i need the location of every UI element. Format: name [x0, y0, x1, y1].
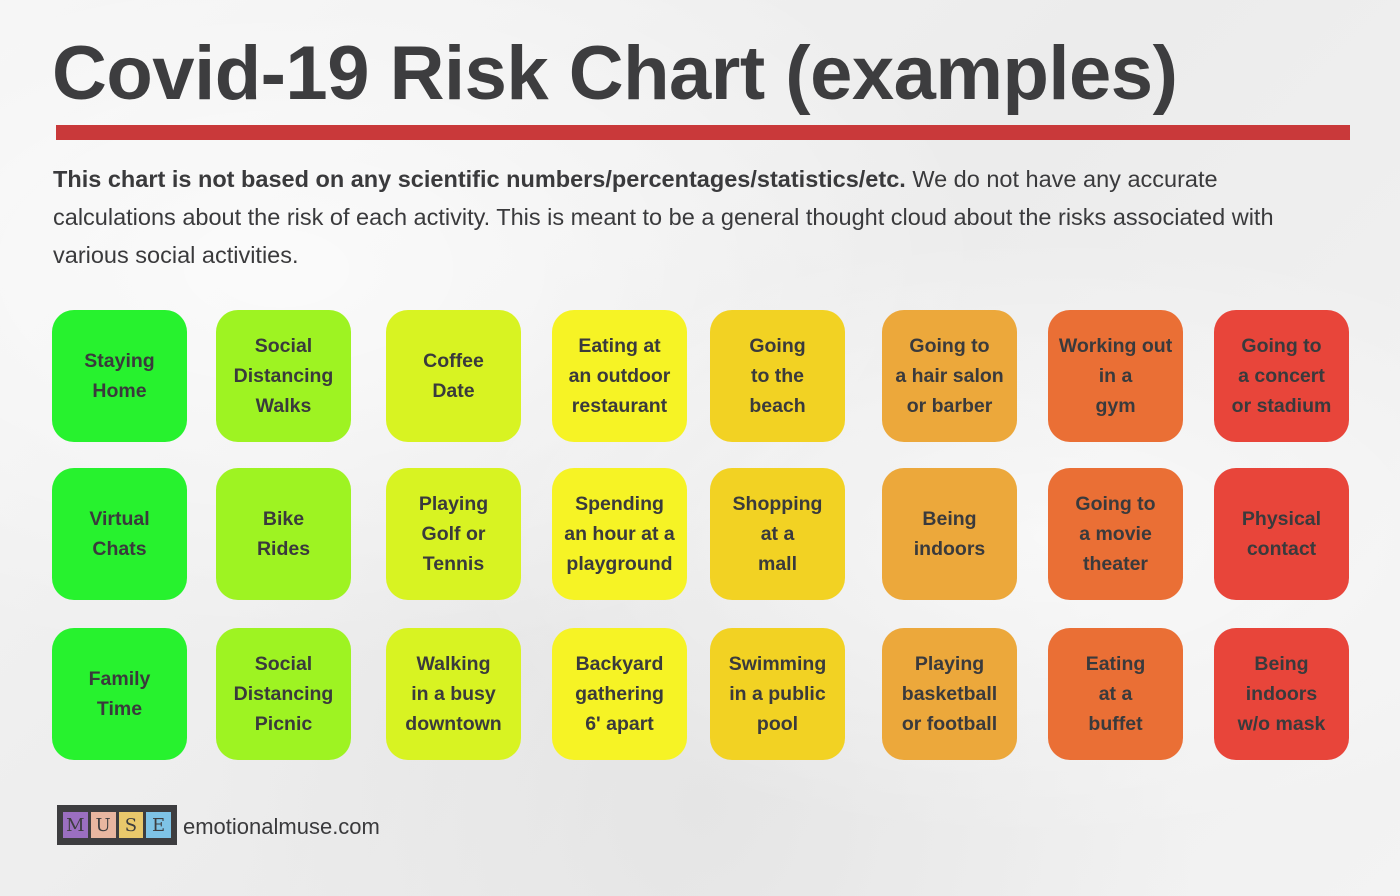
risk-tile-label: Spending an hour at a playground — [564, 493, 675, 575]
risk-tile-label: Family Time — [88, 668, 151, 720]
intro-paragraph: This chart is not based on any scientifi… — [53, 160, 1323, 274]
risk-tile: Going to a concert or stadium — [1214, 310, 1349, 442]
risk-tile: Social Distancing Picnic — [216, 628, 351, 760]
risk-tile: Going to the beach — [710, 310, 845, 442]
risk-tile: Backyard gathering 6' apart — [552, 628, 687, 760]
risk-tile-label: Coffee Date — [423, 350, 484, 402]
risk-tile: Social Distancing Walks — [216, 310, 351, 442]
risk-tile-label: Swimming in a public pool — [728, 653, 827, 735]
risk-tile: Being indoors — [882, 468, 1017, 600]
risk-tile: Family Time — [52, 628, 187, 760]
risk-tile-label: Virtual Chats — [89, 508, 150, 560]
risk-tile: Spending an hour at a playground — [552, 468, 687, 600]
logo-letter: S — [118, 812, 144, 838]
risk-tile: Staying Home — [52, 310, 187, 442]
risk-tile: Shopping at a mall — [710, 468, 845, 600]
risk-tile-label: Bike Rides — [256, 508, 311, 560]
risk-tile-label: Social Distancing Walks — [233, 335, 334, 417]
risk-tile: Physical contact — [1214, 468, 1349, 600]
risk-tile-label: Going to a hair salon or barber — [895, 335, 1004, 417]
title-underline — [56, 125, 1350, 140]
risk-tile-label: Going to a movie theater — [1075, 493, 1156, 575]
risk-tile-label: Eating at an outdoor restaurant — [568, 335, 671, 417]
logo-letter: M — [63, 812, 88, 838]
logo-letter: U — [90, 812, 116, 838]
risk-tile: Working out in a gym — [1048, 310, 1183, 442]
risk-tile: Walking in a busy downtown — [386, 628, 521, 760]
risk-tile: Eating at a buffet — [1048, 628, 1183, 760]
site-url: emotionalmuse.com — [183, 814, 380, 839]
risk-tile: Playing basketball or football — [882, 628, 1017, 760]
page-title: Covid-19 Risk Chart (examples) — [52, 31, 1178, 116]
risk-tile-label: Playing Golf or Tennis — [418, 493, 489, 575]
risk-tile-label: Going to the beach — [749, 335, 806, 417]
logo-letter: E — [146, 812, 171, 838]
intro-disclaimer: This chart is not based on any scientifi… — [53, 166, 906, 192]
risk-tile-label: Working out in a gym — [1058, 335, 1173, 417]
intro-text: We do not have any accurate calculations… — [53, 166, 1274, 268]
risk-tile: Swimming in a public pool — [710, 628, 845, 760]
risk-tile-label: Going to a concert or stadium — [1231, 335, 1332, 417]
risk-tile: Being indoors w/o mask — [1214, 628, 1349, 760]
risk-tile: Virtual Chats — [52, 468, 187, 600]
risk-tile: Going to a movie theater — [1048, 468, 1183, 600]
risk-tile-label: Shopping at a mall — [732, 493, 823, 575]
risk-tile-label: Eating at a buffet — [1085, 653, 1146, 735]
risk-tile-label: Playing basketball or football — [901, 653, 998, 735]
risk-tile-label: Being indoors w/o mask — [1237, 653, 1326, 735]
risk-tile: Coffee Date — [386, 310, 521, 442]
risk-tile-label: Staying Home — [84, 350, 155, 402]
risk-tile-label: Being indoors — [913, 508, 986, 560]
risk-tile: Going to a hair salon or barber — [882, 310, 1017, 442]
risk-tile-label: Social Distancing Picnic — [233, 653, 334, 735]
risk-tile: Eating at an outdoor restaurant — [552, 310, 687, 442]
risk-tile-label: Backyard gathering 6' apart — [575, 653, 664, 735]
risk-tile: Playing Golf or Tennis — [386, 468, 521, 600]
risk-tile-label: Walking in a busy downtown — [405, 653, 502, 735]
risk-tile-label: Physical contact — [1241, 508, 1322, 560]
risk-tile: Bike Rides — [216, 468, 351, 600]
